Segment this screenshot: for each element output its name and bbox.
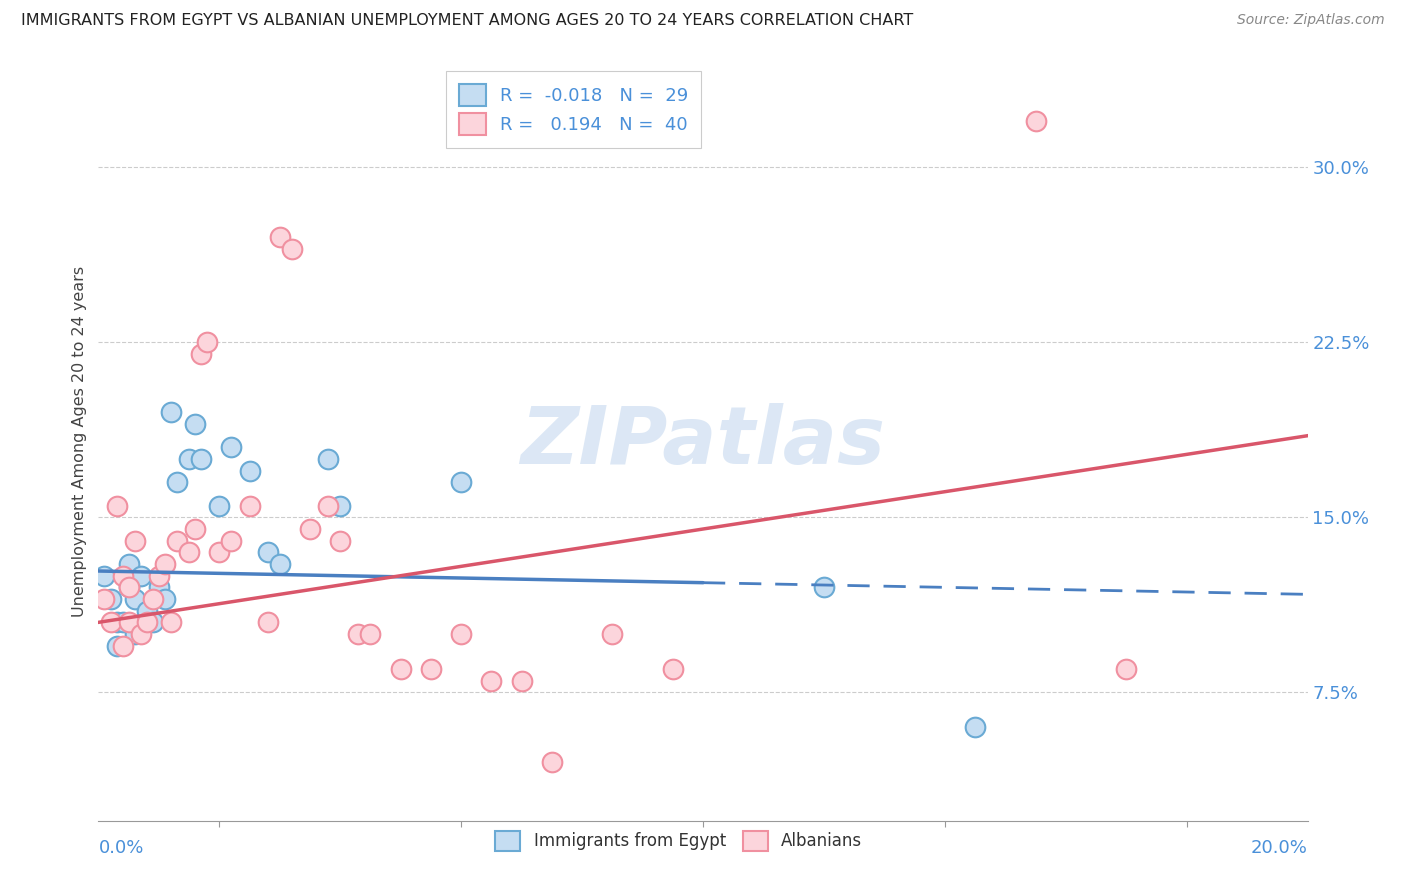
- Point: [208, 545, 231, 559]
- Point: [124, 533, 146, 548]
- Point: [316, 452, 339, 467]
- Point: [269, 557, 291, 571]
- Point: [124, 627, 146, 641]
- Point: [239, 499, 262, 513]
- Point: [239, 464, 262, 478]
- Point: [135, 615, 157, 630]
- Point: [450, 627, 472, 641]
- Point: [195, 335, 218, 350]
- Point: [347, 627, 370, 641]
- Legend: Immigrants from Egypt, Albanians: Immigrants from Egypt, Albanians: [489, 824, 869, 858]
- Point: [179, 545, 201, 559]
- Text: 20.0%: 20.0%: [1251, 839, 1308, 857]
- Point: [420, 662, 443, 676]
- Point: [148, 580, 170, 594]
- Point: [118, 580, 141, 594]
- Point: [813, 580, 835, 594]
- Point: [450, 475, 472, 490]
- Point: [269, 230, 291, 244]
- Point: [1024, 113, 1046, 128]
- Point: [179, 452, 201, 467]
- Point: [208, 499, 231, 513]
- Point: [190, 452, 212, 467]
- Y-axis label: Unemployment Among Ages 20 to 24 years: Unemployment Among Ages 20 to 24 years: [72, 266, 87, 617]
- Point: [100, 592, 122, 607]
- Point: [329, 533, 352, 548]
- Point: [142, 592, 165, 607]
- Point: [153, 592, 176, 607]
- Point: [256, 615, 278, 630]
- Point: [153, 557, 176, 571]
- Point: [111, 568, 134, 582]
- Point: [329, 499, 352, 513]
- Point: [389, 662, 412, 676]
- Point: [118, 615, 141, 630]
- Text: Source: ZipAtlas.com: Source: ZipAtlas.com: [1237, 13, 1385, 28]
- Point: [124, 592, 146, 607]
- Point: [221, 533, 243, 548]
- Point: [148, 568, 170, 582]
- Text: ZIPatlas: ZIPatlas: [520, 402, 886, 481]
- Point: [160, 405, 183, 419]
- Point: [100, 615, 122, 630]
- Point: [184, 522, 207, 536]
- Point: [316, 499, 339, 513]
- Point: [256, 545, 278, 559]
- Point: [111, 615, 134, 630]
- Point: [481, 673, 503, 688]
- Point: [510, 673, 533, 688]
- Point: [166, 533, 188, 548]
- Point: [105, 639, 128, 653]
- Point: [602, 627, 624, 641]
- Point: [93, 568, 115, 582]
- Point: [111, 639, 134, 653]
- Point: [661, 662, 683, 676]
- Point: [190, 347, 212, 361]
- Text: 0.0%: 0.0%: [98, 839, 143, 857]
- Point: [135, 604, 157, 618]
- Point: [1115, 662, 1137, 676]
- Point: [965, 720, 987, 734]
- Point: [118, 557, 141, 571]
- Point: [142, 615, 165, 630]
- Point: [540, 756, 562, 770]
- Point: [160, 615, 183, 630]
- Point: [129, 627, 152, 641]
- Point: [281, 242, 304, 256]
- Point: [118, 580, 141, 594]
- Point: [360, 627, 382, 641]
- Point: [299, 522, 322, 536]
- Point: [166, 475, 188, 490]
- Point: [105, 499, 128, 513]
- Point: [105, 615, 128, 630]
- Point: [184, 417, 207, 431]
- Point: [93, 592, 115, 607]
- Text: IMMIGRANTS FROM EGYPT VS ALBANIAN UNEMPLOYMENT AMONG AGES 20 TO 24 YEARS CORRELA: IMMIGRANTS FROM EGYPT VS ALBANIAN UNEMPL…: [21, 13, 914, 29]
- Point: [221, 441, 243, 455]
- Point: [129, 568, 152, 582]
